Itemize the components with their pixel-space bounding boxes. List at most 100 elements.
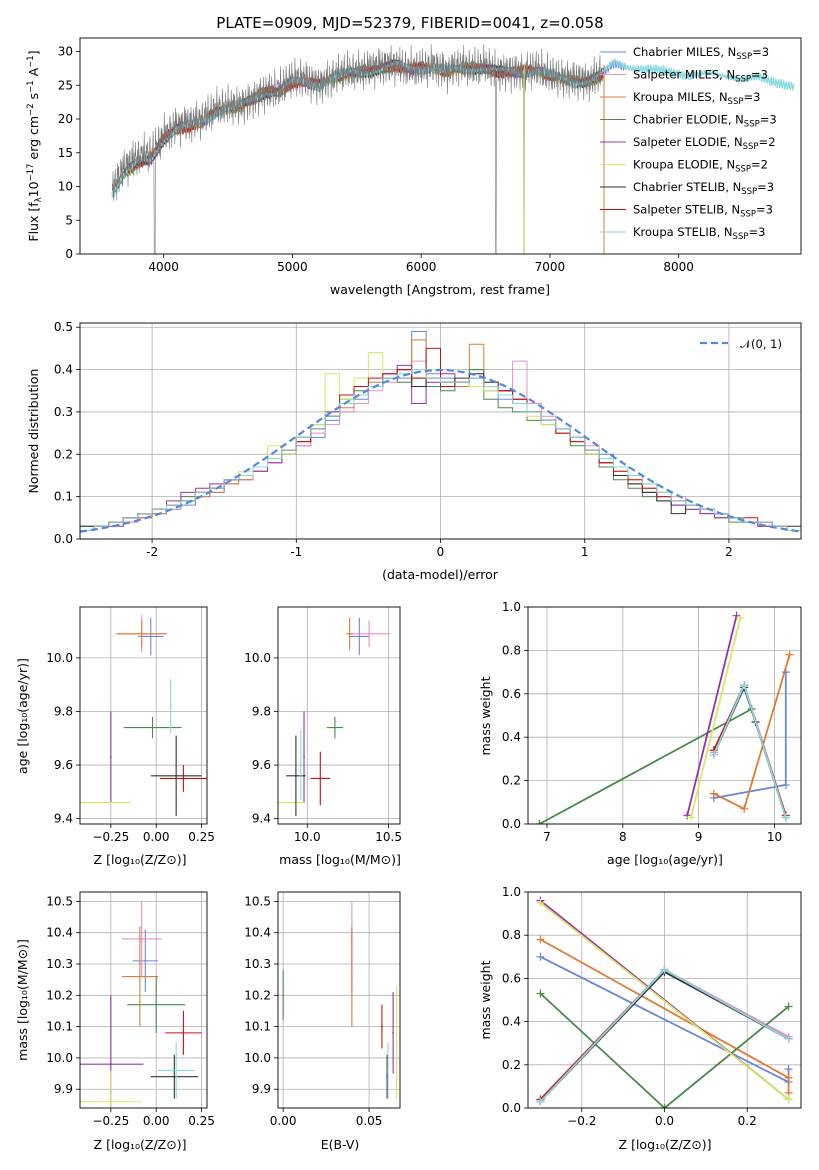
panel-residuals: -2 -1 0 1 2 0.0 0.1 0.2 0.3 0.4 0.5 [54,320,802,559]
y-tick-label: 9.6 [54,758,73,772]
x-tick-label: -1 [290,545,302,559]
data-point [381,1025,383,1028]
histogram-step [80,369,801,539]
x-tick-label: 7000 [535,260,566,274]
data-point [348,632,351,635]
y-tick-label: 5 [65,213,73,227]
y-tick-label: 1.0 [502,600,521,614]
weight-marker [709,789,718,798]
y-tick-label: 0.4 [502,730,521,744]
data-point [169,705,172,708]
x-axis-label: mass [log₁₀(M/M⊙)] [279,852,401,867]
panel-age_vs_mass: 10.0 10.5 9.4 9.6 9.8 10.0 [244,606,402,844]
weight-marker [785,650,794,659]
y-tick-label: 0.4 [502,1015,521,1029]
plot-area [80,615,207,816]
y-tick-label: 10.0 [46,1051,73,1065]
y-tick-label: 10 [58,180,73,194]
weight-marker [740,681,749,690]
weight-marker [536,935,545,944]
x-tick-label: −0.25 [92,830,129,844]
plot-area [80,331,801,539]
observed-spectrum-line [111,44,602,254]
weight-marker [781,813,790,822]
axes-frame [277,891,401,1109]
data-point [173,1075,176,1078]
weight-marker [535,820,544,824]
weight-marker [784,1065,793,1074]
x-tick-label: 0 [437,545,445,559]
data-point [140,938,143,940]
x-tick-label: 0.05 [356,1114,383,1128]
x-axis-label: Z [log₁₀(Z/Z⊙)] [94,852,187,867]
x-tick-label: 6000 [406,260,437,274]
y-tick-label: 0.0 [502,817,521,831]
weight-marker [740,804,749,813]
data-point [109,1100,112,1103]
y-tick-label: 0.2 [502,1058,521,1072]
data-point [392,1031,395,1034]
axes-frame [79,37,802,255]
data-point [395,1041,398,1044]
data-point [138,975,141,978]
data-point [334,726,336,729]
chart-title: PLATE=0909, MJD=52379, FIBERID=0041, z=0… [216,14,603,32]
y-tick-label: 30 [58,45,73,59]
y-tick-label: 10.2 [244,988,271,1002]
panel-mass_weight_vs_Z: −0.2 0.0 0.2 0.0 0.2 0.4 0.6 0.8 1.0 [502,885,802,1128]
data-point [283,801,286,804]
y-tick-label: 0.3 [54,405,73,419]
x-tick-label: 4000 [148,260,179,274]
weight-marker [784,1095,793,1104]
x-tick-label: 7 [543,830,551,844]
x-tick-label: 2 [725,545,733,559]
data-point [175,774,178,777]
data-point [144,959,147,962]
data-point [387,1069,389,1072]
y-tick-label: 9.6 [252,758,271,772]
x-tick-label: 10 [767,830,782,844]
weight-line [686,615,738,816]
axes-frame [277,606,401,825]
x-tick-label: 10.0 [294,830,321,844]
x-tick-label: 0.00 [143,1114,170,1128]
x-tick-label: 10.5 [375,830,402,844]
weight-line [538,708,753,824]
weight-marker [784,1002,793,1011]
weight-marker [709,750,718,759]
x-tick-label: -2 [146,545,158,559]
legend-label: Chabrier ELODIE, NSSP=3 [633,113,777,130]
y-axis-label: mass weight [478,960,493,1039]
y-tick-label: 10.1 [244,1020,271,1034]
y-tick-label: 0.1 [54,490,73,504]
weight-marker [536,1097,545,1106]
axes-frame [527,891,802,1109]
weight-marker [536,952,545,961]
weight-marker [660,965,669,974]
weight-marker [784,1034,793,1043]
data-point [109,756,112,758]
y-tick-label: 10.2 [46,988,73,1002]
x-tick-label: −0.2 [567,1114,596,1128]
y-tick-label: 10.5 [46,894,73,908]
data-point [149,635,152,638]
data-point [140,632,143,635]
data-point [182,1031,185,1034]
y-axis-label: age [log₁₀(age/yr)] [15,658,30,774]
axes-frame [79,322,802,540]
weight-marker [536,898,545,907]
data-point [109,1063,112,1066]
weight-line [539,992,790,1108]
weight-marker [784,1073,793,1082]
x-axis-label: age [log₁₀(age/yr)] [607,852,723,867]
y-axis-label: mass [log₁₀(M/M⊙)] [15,939,30,1061]
x-tick-label: 9 [695,830,703,844]
y-tick-label: 9.9 [252,1082,271,1096]
y-tick-label: 0.8 [502,928,521,942]
y-tick-label: 0.8 [502,643,521,657]
legend-label: Salpeter ELODIE, NSSP=2 [633,135,776,152]
weight-marker [536,989,545,998]
legend-label: Kroupa ELODIE, NSSP=2 [633,158,768,175]
x-tick-label: 0.00 [270,1114,297,1128]
